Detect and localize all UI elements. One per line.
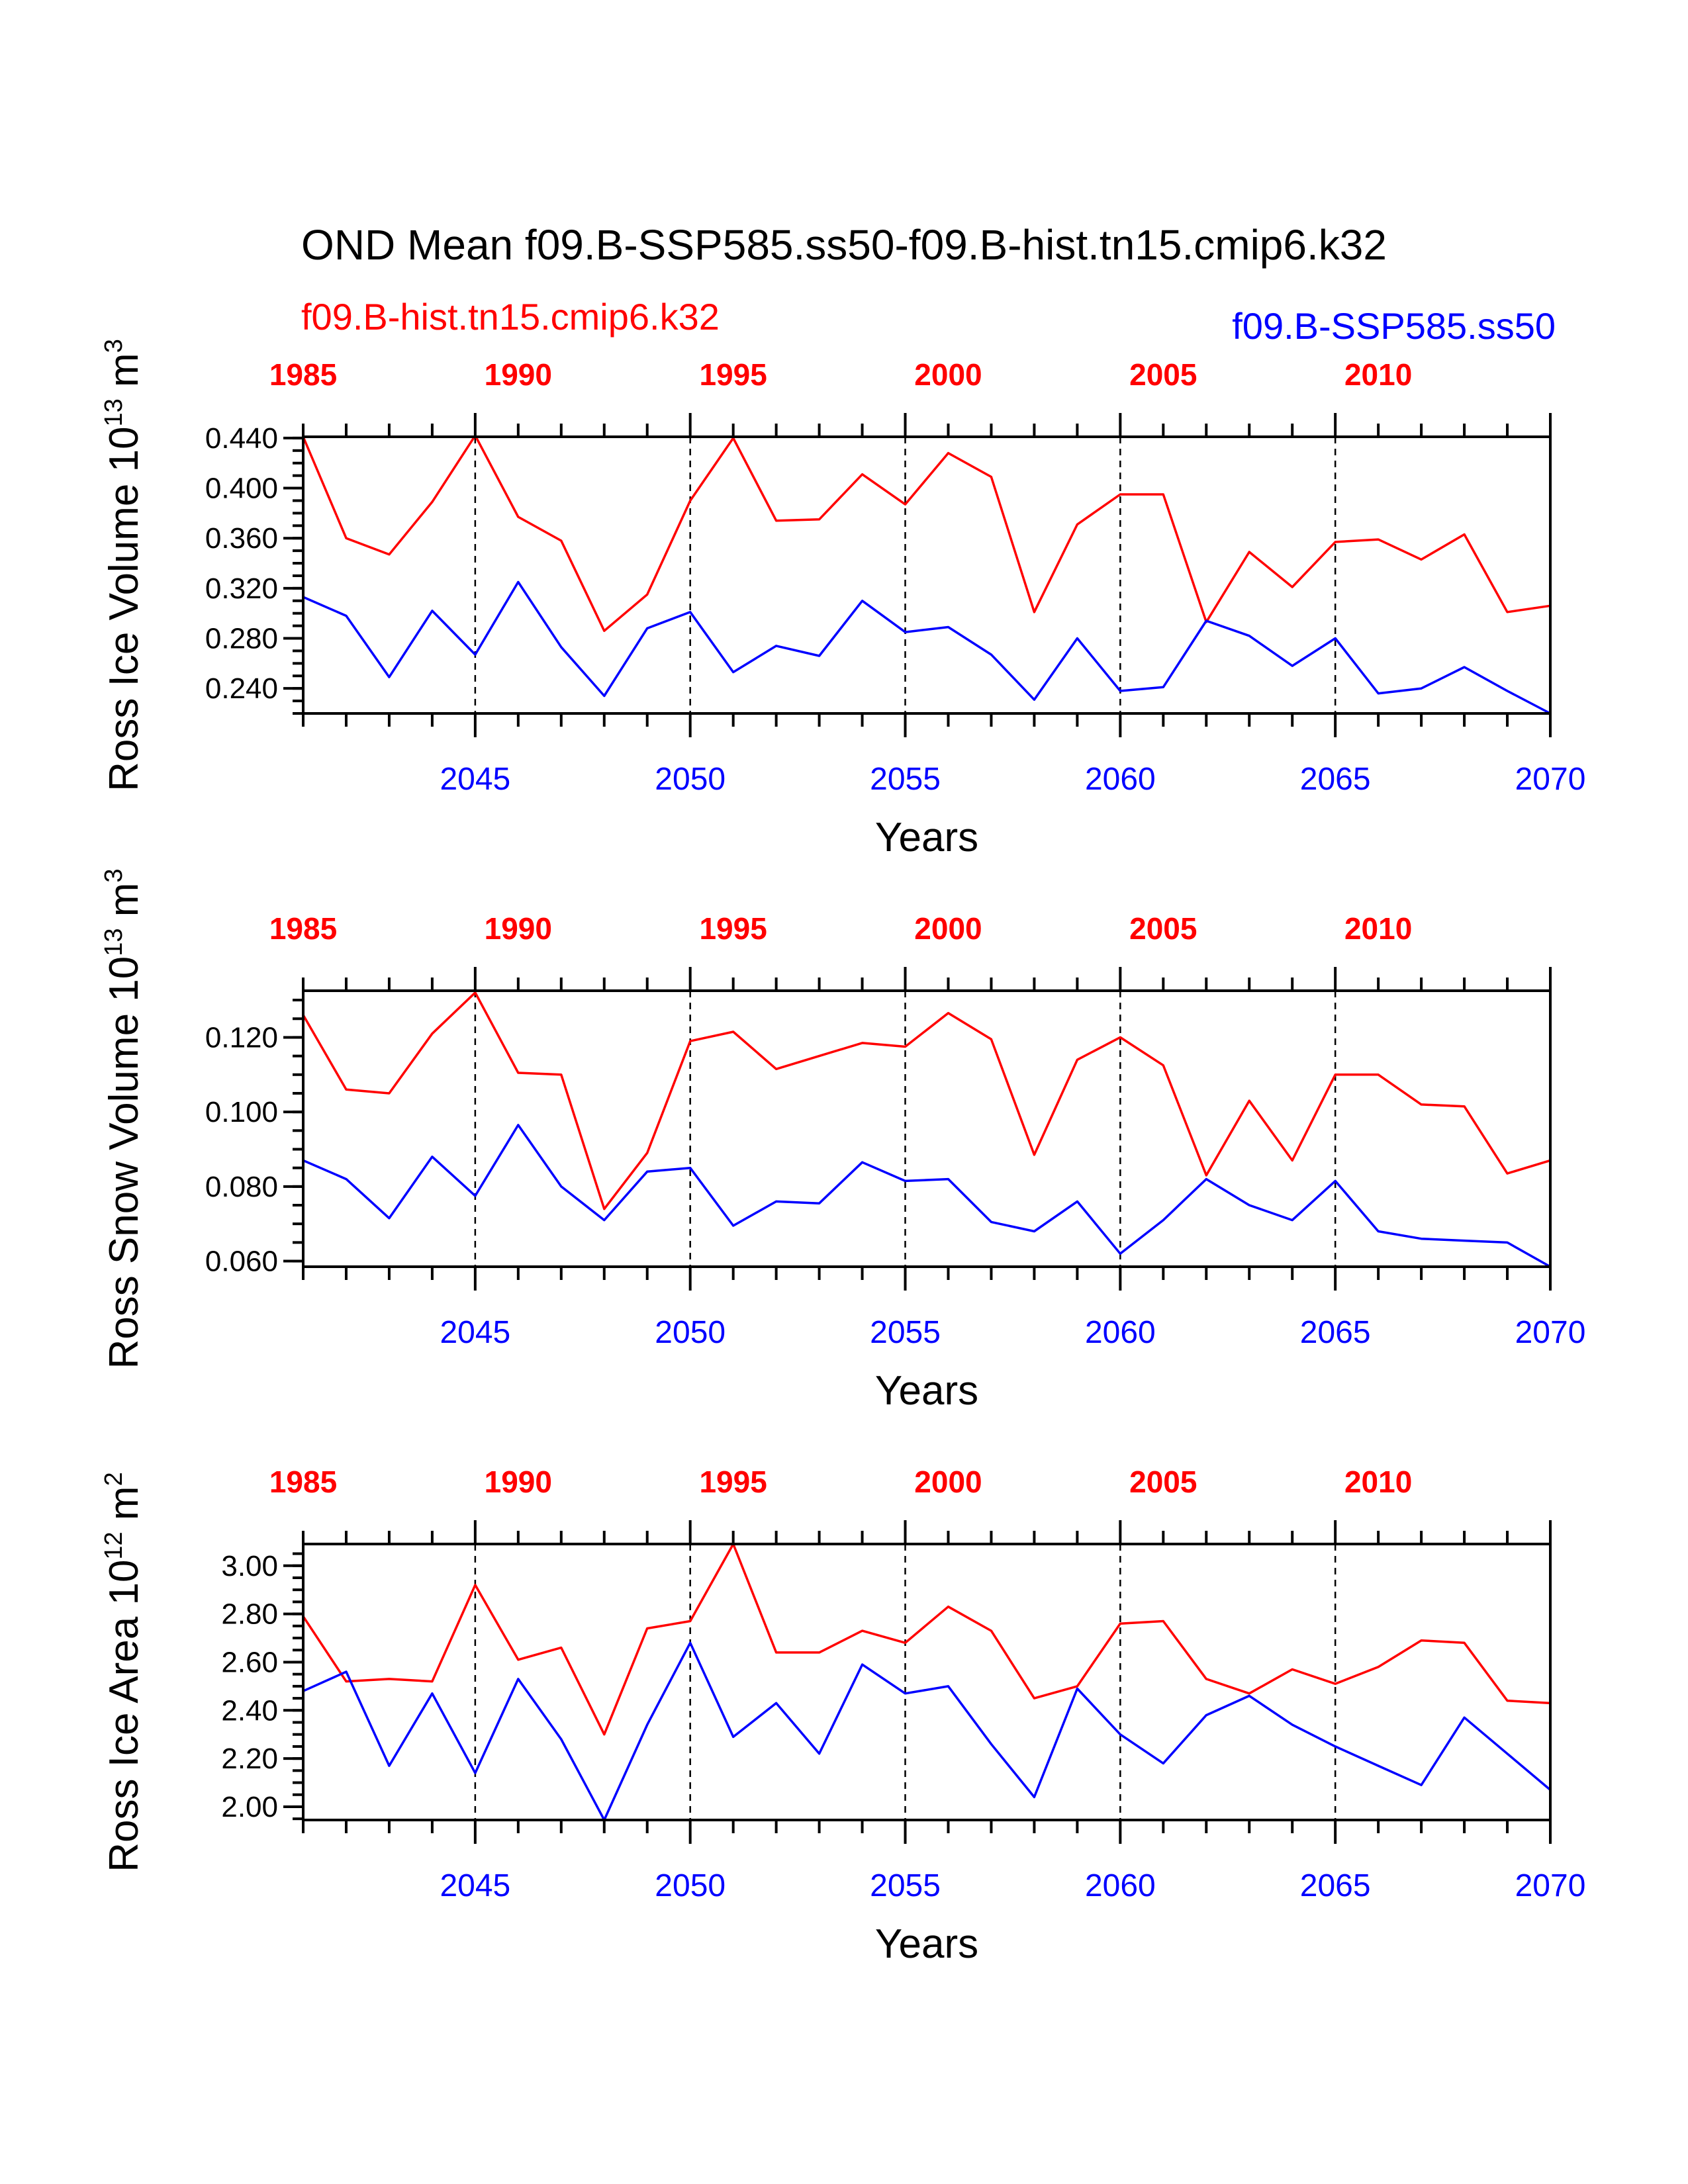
top-axis-tick-label: 1985: [269, 1465, 337, 1499]
y-tick-label: 0.060: [205, 1246, 278, 1278]
top-axis-tick-label: 1985: [269, 357, 337, 392]
top-axis-tick-label: 1990: [485, 357, 552, 392]
series-line-ssp: [303, 580, 1551, 715]
top-axis-tick-label: 2000: [914, 1465, 982, 1499]
y-axis-label-part: 12: [100, 1531, 128, 1559]
bottom-axis-tick-label: 2070: [1515, 1315, 1586, 1350]
bottom-axis-tick-label: 2055: [870, 1315, 941, 1350]
y-tick-label: 0.360: [205, 522, 278, 555]
bottom-axis-tick-label: 2050: [655, 762, 726, 797]
x-axis-label: Years: [875, 1921, 978, 1967]
y-axis-label-part: Ross Ice Area 10: [101, 1560, 147, 1872]
top-axis-tick-label: 2010: [1344, 1465, 1412, 1499]
y-axis-label: Ross Snow Volume 1013 m3: [100, 868, 147, 1369]
y-tick-label: 2.00: [221, 1791, 278, 1823]
y-tick-label: 0.240: [205, 672, 278, 705]
series-line-hist: [302, 991, 1551, 1210]
y-axis-label-part: Ross Ice Volume 10: [101, 426, 147, 791]
bottom-axis-tick-label: 2070: [1515, 762, 1586, 797]
chart-panel-2: 0.060 0.080 0.100 0.120 1985 1990 1995 2000 2005…: [100, 868, 1585, 1414]
top-axis-tick-label: 1995: [699, 1465, 767, 1499]
y-axis-label-part: m: [101, 1486, 147, 1531]
top-axis-tick-label: 2000: [914, 357, 982, 392]
bottom-axis-tick-label: 2065: [1300, 1315, 1371, 1350]
figure-title: OND Mean f09.B-SSP585.ss50-f09.B-hist.tn…: [301, 221, 1387, 269]
chart-panels: 0.240 0.280 0.320 0.360 0.400 0.440 1985 1990 19…: [100, 339, 1585, 1967]
bottom-axis-tick-label: 2055: [870, 762, 941, 797]
bottom-axis-tick-label: 2045: [440, 762, 510, 797]
y-axis-label-part: 2: [100, 1472, 128, 1486]
top-axis-tick-label: 2010: [1344, 911, 1412, 946]
plot-frame: [302, 1543, 1552, 1821]
y-tick-label: 2.40: [221, 1694, 278, 1727]
y-tick-label: 0.280: [205, 623, 278, 655]
top-axis-tick-label: 2010: [1344, 357, 1412, 392]
bottom-axis-tick-label: 2055: [870, 1868, 941, 1903]
plot-frame: [302, 989, 1552, 1268]
y-axis-label-part: m: [101, 883, 147, 929]
chart-panel-1: 0.240 0.280 0.320 0.360 0.400 0.440 1985 1990 19…: [100, 339, 1585, 860]
series-line-hist: [302, 1543, 1551, 1736]
y-tick-label: 0.100: [205, 1096, 278, 1128]
y-tick-label: 2.20: [221, 1743, 278, 1775]
bottom-axis-tick-label: 2060: [1085, 1868, 1156, 1903]
top-axis-tick-label: 1995: [699, 911, 767, 946]
x-axis-label: Years: [875, 1368, 978, 1414]
y-tick-label: 0.120: [205, 1021, 278, 1054]
y-axis-label: Ross Ice Volume 1013 m3: [100, 339, 147, 792]
y-axis-label-part: Ross Snow Volume 10: [101, 956, 147, 1369]
top-axis-tick-label: 2005: [1129, 1465, 1197, 1499]
chart-panel-3: 2.00 2.20 2.40 2.60 2.80 3.00 1985 1990 1995 2000…: [100, 1465, 1585, 1967]
top-axis-tick-label: 2005: [1129, 357, 1197, 392]
series-line-hist: [302, 434, 1551, 632]
series-line-ssp: [303, 1641, 1552, 1821]
top-axis-tick-label: 1995: [699, 357, 767, 392]
bottom-axis-tick-label: 2060: [1085, 1315, 1156, 1350]
y-tick-label: 3.00: [221, 1550, 278, 1582]
y-tick-label: 2.80: [221, 1598, 278, 1631]
y-tick-label: 0.320: [205, 572, 278, 605]
bottom-axis-tick-label: 2065: [1300, 1868, 1371, 1903]
y-tick-label: 0.400: [205, 473, 278, 505]
top-axis-tick-label: 1990: [485, 911, 552, 946]
bottom-axis-tick-label: 2050: [655, 1315, 726, 1350]
top-axis-tick-label: 1990: [485, 1465, 552, 1499]
bottom-axis-tick-label: 2050: [655, 1868, 726, 1903]
y-axis-label-part: m: [101, 353, 147, 398]
bottom-axis-tick-label: 2065: [1300, 762, 1371, 797]
y-axis-label-part: 13: [100, 928, 128, 956]
top-axis-tick-label: 1985: [269, 911, 337, 946]
legend-ssp: f09.B-SSP585.ss50: [1232, 305, 1556, 347]
bottom-axis-tick-label: 2060: [1085, 762, 1156, 797]
bottom-axis-tick-label: 2070: [1515, 1868, 1586, 1903]
y-axis-label-part: 3: [100, 868, 128, 882]
y-tick-label: 2.60: [221, 1646, 278, 1678]
y-axis-label-part: 13: [100, 398, 128, 426]
y-tick-label: 0.080: [205, 1171, 278, 1203]
top-axis-tick-label: 2000: [914, 911, 982, 946]
y-tick-label: 0.440: [205, 422, 278, 455]
series-line-ssp: [303, 1124, 1551, 1268]
legend-hist: f09.B-hist.tn15.cmip6.k32: [301, 296, 720, 338]
top-axis-tick-label: 2005: [1129, 911, 1197, 946]
x-axis-label: Years: [875, 815, 978, 860]
bottom-axis-tick-label: 2045: [440, 1315, 510, 1350]
y-axis-label: Ross Ice Area 1012 m2: [100, 1472, 147, 1872]
y-axis-label-part: 3: [100, 339, 128, 353]
bottom-axis-tick-label: 2045: [440, 1868, 510, 1903]
